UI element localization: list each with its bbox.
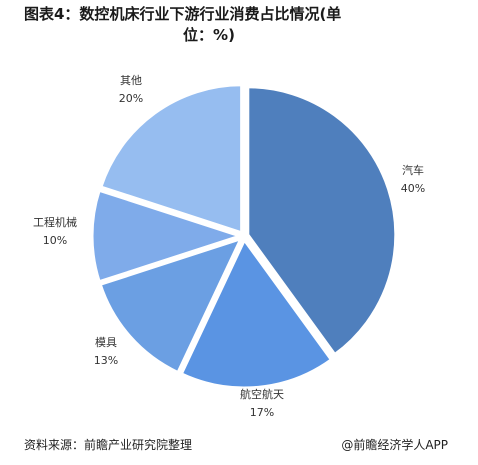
chart-title: 图表4：数控机床行业下游行业消费占比情况(单 位：%) xyxy=(24,4,394,46)
pie-slice-4 xyxy=(99,83,244,235)
pie-slices xyxy=(90,83,398,390)
slice-label-0: 汽车 xyxy=(402,163,424,177)
slice-value-label-1: 17% xyxy=(250,406,274,419)
slice-label-3: 工程机械 xyxy=(33,215,77,229)
pie-slice-0 xyxy=(246,85,398,357)
slice-value-label-3: 10% xyxy=(43,234,67,247)
pie-labels: 汽车 40% 航空航天 17% 模具 13% 工程机械 10% 其他 20% xyxy=(33,74,425,419)
credit-note: @前瞻经济学人APP xyxy=(341,438,448,452)
slice-value-label-2: 13% xyxy=(94,354,118,367)
footer: 资料来源：前瞻产业研究院整理 @前瞻经济学人APP xyxy=(24,436,448,453)
slice-label-2: 模具 xyxy=(95,336,117,349)
slice-value-label-4: 20% xyxy=(119,92,143,105)
pie-slice-3 xyxy=(90,188,245,284)
source-note: 资料来源：前瞻产业研究院整理 xyxy=(24,438,193,452)
slice-label-1: 航空航天 xyxy=(240,387,284,401)
slice-label-4: 其他 xyxy=(120,74,142,87)
pie-slice-1 xyxy=(179,237,334,390)
chart-title-line2: 位：%) xyxy=(183,26,235,44)
pie-slice-2 xyxy=(98,236,244,375)
chart-title-line1: 图表4：数控机床行业下游行业消费占比情况(单 xyxy=(24,5,342,23)
slice-value-label-0: 40% xyxy=(401,182,425,195)
